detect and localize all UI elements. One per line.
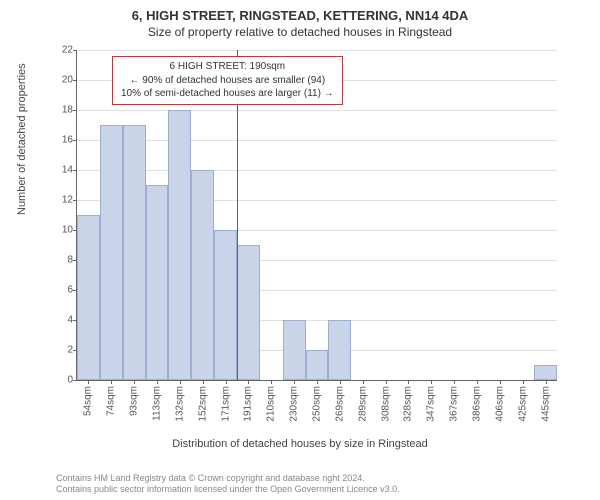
- y-tick-label: 16: [62, 135, 77, 146]
- y-tick-label: 6: [67, 285, 77, 296]
- x-tick-label: 132sqm: [174, 386, 185, 422]
- y-tick-label: 22: [62, 45, 77, 56]
- x-axis-title: Distribution of detached houses by size …: [0, 438, 600, 450]
- x-tick: [340, 380, 341, 384]
- y-tick-label: 4: [67, 315, 77, 326]
- y-tick-label: 0: [67, 375, 77, 386]
- x-tick: [203, 380, 204, 384]
- x-tick-label: 328sqm: [403, 386, 414, 422]
- x-tick-label: 191sqm: [243, 386, 254, 422]
- x-tick-label: 425sqm: [517, 386, 528, 422]
- bar: [191, 170, 214, 380]
- x-tick: [408, 380, 409, 384]
- y-tick-label: 18: [62, 105, 77, 116]
- x-tick: [88, 380, 89, 384]
- bar: [237, 245, 260, 380]
- bar: [77, 215, 100, 380]
- x-tick-label: 230sqm: [289, 386, 300, 422]
- title-main: 6, HIGH STREET, RINGSTEAD, KETTERING, NN…: [0, 0, 600, 23]
- x-tick: [271, 380, 272, 384]
- x-tick-label: 289sqm: [357, 386, 368, 422]
- y-tick-label: 10: [62, 225, 77, 236]
- x-tick: [111, 380, 112, 384]
- y-axis-title: Number of detached properties: [16, 63, 28, 215]
- x-tick: [523, 380, 524, 384]
- chart-container: 6, HIGH STREET, RINGSTEAD, KETTERING, NN…: [0, 0, 600, 500]
- y-tick-label: 14: [62, 165, 77, 176]
- bar: [123, 125, 146, 380]
- x-tick: [454, 380, 455, 384]
- bar: [534, 365, 557, 380]
- bar: [100, 125, 123, 380]
- x-tick: [294, 380, 295, 384]
- x-tick-label: 152sqm: [197, 386, 208, 422]
- x-tick: [248, 380, 249, 384]
- x-tick: [431, 380, 432, 384]
- footer: Contains HM Land Registry data © Crown c…: [56, 473, 400, 496]
- x-tick-label: 308sqm: [380, 386, 391, 422]
- x-tick-label: 269sqm: [334, 386, 345, 422]
- x-tick-label: 445sqm: [540, 386, 551, 422]
- bar: [306, 350, 329, 380]
- x-tick-label: 210sqm: [266, 386, 277, 422]
- chart-wrap: 024681012141618202254sqm74sqm93sqm113sqm…: [56, 50, 576, 410]
- x-tick: [477, 380, 478, 384]
- x-tick: [317, 380, 318, 384]
- info-line: 10% of semi-detached houses are larger (…: [121, 87, 334, 101]
- info-box: 6 HIGH STREET: 190sqm← 90% of detached h…: [112, 56, 343, 105]
- y-tick-label: 2: [67, 345, 77, 356]
- x-tick: [363, 380, 364, 384]
- x-tick: [134, 380, 135, 384]
- plot-area: 024681012141618202254sqm74sqm93sqm113sqm…: [76, 50, 557, 381]
- y-tick-label: 20: [62, 75, 77, 86]
- x-tick-label: 406sqm: [494, 386, 505, 422]
- info-line: ← 90% of detached houses are smaller (94…: [121, 74, 334, 88]
- x-tick: [180, 380, 181, 384]
- y-tick-label: 12: [62, 195, 77, 206]
- x-tick: [157, 380, 158, 384]
- bar: [283, 320, 306, 380]
- title-sub: Size of property relative to detached ho…: [0, 23, 600, 39]
- x-tick-label: 171sqm: [220, 386, 231, 422]
- footer-line-2: Contains public sector information licen…: [56, 484, 400, 496]
- gridline: [77, 140, 557, 141]
- x-tick-label: 113sqm: [152, 386, 163, 421]
- info-line: 6 HIGH STREET: 190sqm: [121, 60, 334, 74]
- x-tick: [386, 380, 387, 384]
- footer-line-1: Contains HM Land Registry data © Crown c…: [56, 473, 400, 485]
- gridline: [77, 170, 557, 171]
- bar: [168, 110, 191, 380]
- bar: [146, 185, 169, 380]
- bar: [328, 320, 351, 380]
- x-tick: [546, 380, 547, 384]
- x-tick-label: 347sqm: [426, 386, 437, 422]
- x-tick-label: 54sqm: [83, 386, 94, 416]
- x-tick: [226, 380, 227, 384]
- bar: [214, 230, 237, 380]
- x-tick-label: 93sqm: [129, 386, 140, 416]
- x-tick-label: 367sqm: [449, 386, 460, 422]
- gridline: [77, 50, 557, 51]
- x-tick-label: 74sqm: [106, 386, 117, 416]
- x-tick-label: 250sqm: [312, 386, 323, 422]
- y-tick-label: 8: [67, 255, 77, 266]
- x-tick-label: 386sqm: [472, 386, 483, 422]
- x-tick: [500, 380, 501, 384]
- gridline: [77, 110, 557, 111]
